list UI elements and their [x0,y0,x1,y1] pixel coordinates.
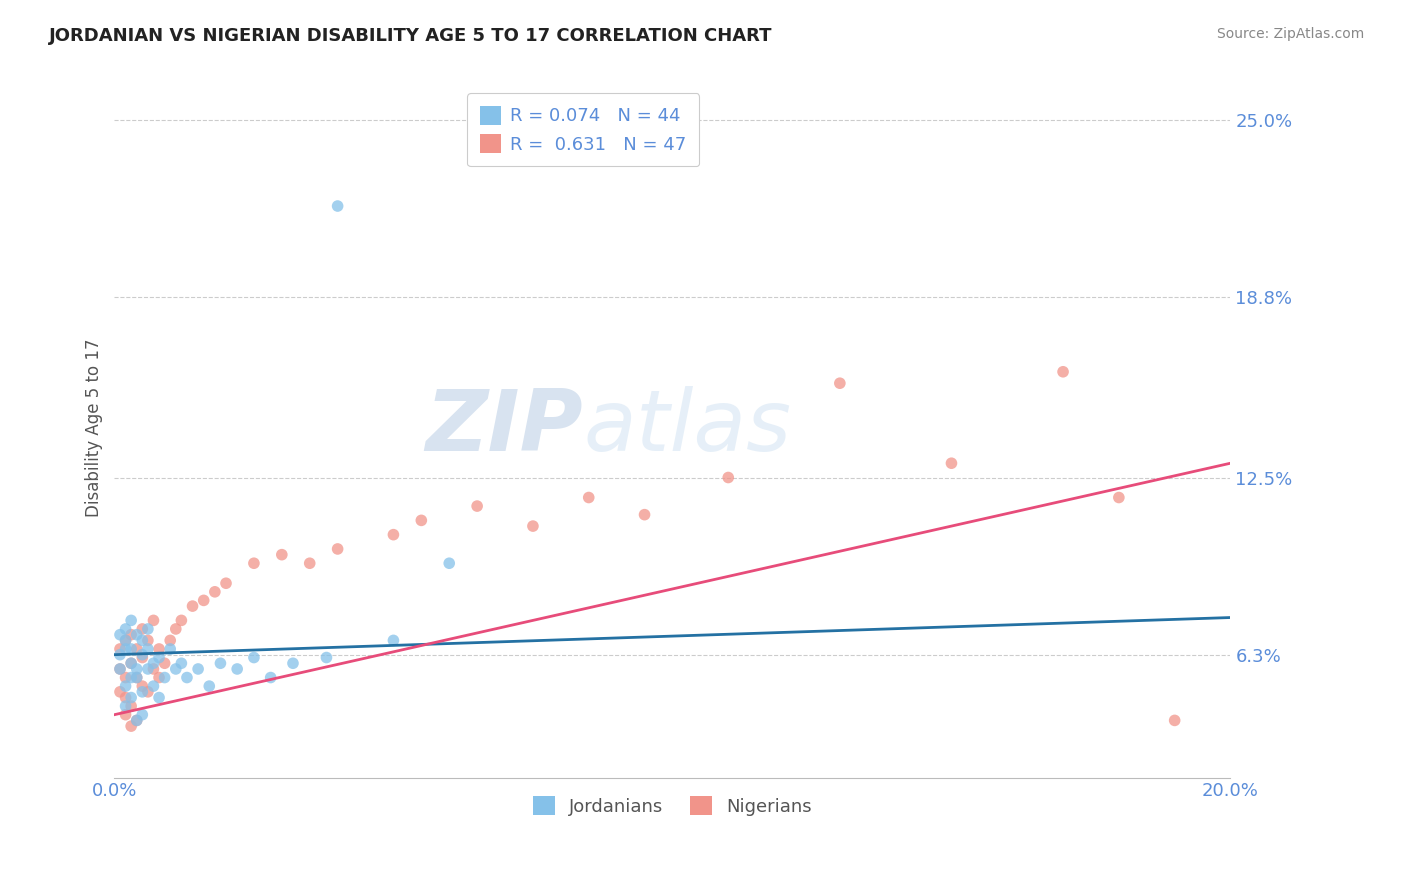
Point [315,650,337,665]
Point [243,650,266,665]
Point [298,556,321,570]
Point [136,685,159,699]
Point [125,714,148,728]
Point [148,690,170,705]
Point [114,679,136,693]
Point [114,622,136,636]
Point [578,491,600,505]
Point [382,527,405,541]
Point [142,662,165,676]
Point [120,614,142,628]
Point [108,628,131,642]
Point [382,633,405,648]
Point [142,657,165,671]
Point [120,671,142,685]
Point [828,376,851,391]
Point [131,707,153,722]
Point [131,622,153,636]
Point [120,642,142,657]
Point [439,556,461,570]
Point [114,633,136,648]
Text: ZIP: ZIP [426,386,583,469]
Point [136,633,159,648]
Point [125,662,148,676]
Point [125,628,148,642]
Point [633,508,655,522]
Point [125,642,148,657]
Point [198,679,221,693]
Point [108,642,131,657]
Point [136,662,159,676]
Point [165,662,187,676]
Point [176,671,198,685]
Point [142,679,165,693]
Point [465,499,488,513]
Point [411,513,433,527]
Point [108,685,131,699]
Point [170,657,193,671]
Point [326,541,349,556]
Point [142,614,165,628]
Point [1108,491,1130,505]
Point [131,650,153,665]
Point [153,657,176,671]
Point [170,614,193,628]
Point [108,662,131,676]
Point [120,628,142,642]
Point [131,685,153,699]
Point [260,671,283,685]
Point [209,657,232,671]
Point [114,642,136,657]
Point [226,662,249,676]
Y-axis label: Disability Age 5 to 17: Disability Age 5 to 17 [86,338,103,516]
Point [108,648,131,662]
Point [159,633,181,648]
Point [215,576,238,591]
Point [941,456,963,470]
Point [326,199,349,213]
Point [114,671,136,685]
Point [120,699,142,714]
Text: Source: ZipAtlas.com: Source: ZipAtlas.com [1216,27,1364,41]
Point [181,599,204,613]
Point [114,690,136,705]
Point [148,671,170,685]
Point [187,662,209,676]
Point [125,671,148,685]
Point [114,633,136,648]
Point [159,642,181,657]
Point [136,622,159,636]
Point [131,679,153,693]
Point [148,650,170,665]
Point [125,671,148,685]
Point [281,657,304,671]
Text: atlas: atlas [583,386,792,469]
Point [1052,365,1074,379]
Point [522,519,544,533]
Legend: Jordanians, Nigerians: Jordanians, Nigerians [524,787,821,824]
Point [148,642,170,657]
Point [120,690,142,705]
Point [125,714,148,728]
Point [1163,714,1185,728]
Point [136,642,159,657]
Text: JORDANIAN VS NIGERIAN DISABILITY AGE 5 TO 17 CORRELATION CHART: JORDANIAN VS NIGERIAN DISABILITY AGE 5 T… [49,27,773,45]
Point [153,671,176,685]
Point [193,593,215,607]
Point [120,657,142,671]
Point [114,707,136,722]
Point [131,633,153,648]
Point [717,470,740,484]
Point [270,548,292,562]
Point [120,657,142,671]
Point [243,556,266,570]
Point [114,699,136,714]
Point [204,584,226,599]
Point [120,719,142,733]
Point [165,622,187,636]
Point [131,648,153,662]
Point [108,662,131,676]
